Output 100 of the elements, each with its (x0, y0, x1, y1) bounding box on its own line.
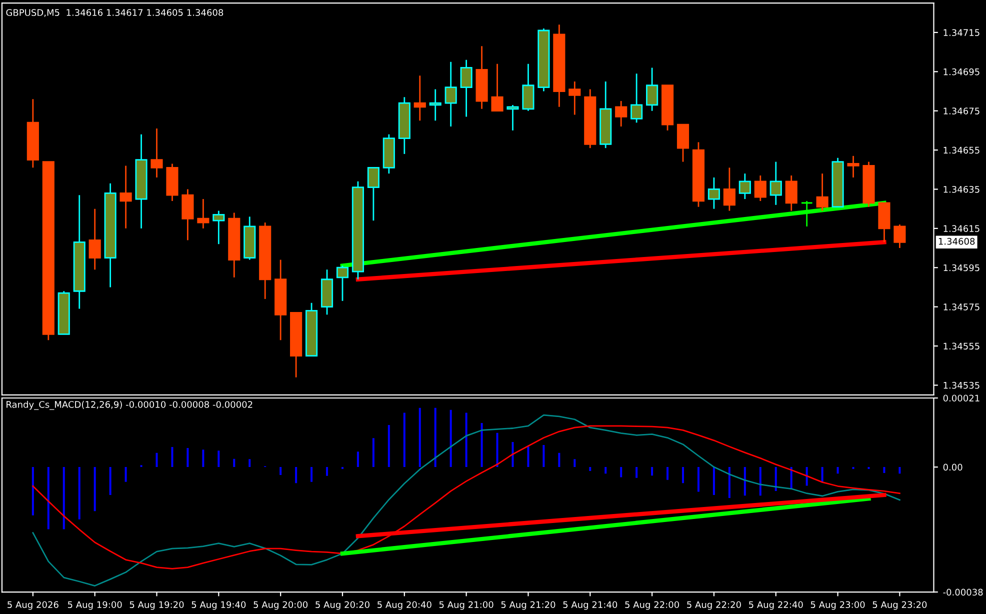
y-tick-label: 1.34715 (944, 29, 980, 36)
y-tick-label: -0.00038 (943, 588, 983, 596)
candlestick (460, 59, 472, 118)
x-tick-label: 5 Aug 21:40 (563, 601, 618, 610)
x-tick-label: 5 Aug 2026 (8, 601, 58, 610)
bar (326, 467, 328, 476)
candlestick (444, 61, 457, 128)
y-tick-label: 1.34595 (944, 264, 980, 272)
bar (465, 412, 468, 468)
candlestick (88, 208, 101, 270)
y-tick-label: 1.34615 (944, 225, 980, 232)
bar (542, 445, 545, 468)
bar (774, 467, 777, 492)
x-tick-label: 5 Aug 20:20 (316, 601, 370, 610)
bar (280, 467, 282, 475)
bar (496, 432, 498, 468)
bar (434, 408, 436, 468)
candlestick (785, 174, 798, 212)
bar (759, 467, 762, 496)
candlestick (506, 104, 519, 132)
bar (418, 408, 421, 468)
bar (744, 467, 746, 496)
candlestick (150, 128, 163, 178)
candlestick (676, 124, 690, 162)
candlestick (894, 224, 906, 249)
x-tick-label: 5 Aug 19:20 (130, 601, 184, 610)
candlestick (120, 165, 132, 230)
bar (821, 467, 824, 483)
bar (604, 467, 607, 474)
bar (589, 467, 592, 471)
x-tick-label: 5 Aug 22:40 (749, 601, 803, 610)
bar (202, 450, 204, 468)
bar (171, 446, 174, 468)
y-tick-label: 0.00021 (943, 394, 980, 402)
y-tick-label: 0.00 (943, 464, 962, 471)
candlestick (770, 161, 782, 206)
line-series (32, 414, 900, 586)
y-tick-label: 1.34575 (944, 304, 980, 310)
bar (248, 459, 251, 468)
x-tick-label: 5 Aug 20:00 (254, 601, 308, 610)
candlestick (491, 63, 504, 112)
x-tick-label: 5 Aug 22:00 (625, 601, 680, 610)
bar (78, 467, 80, 520)
bar (218, 450, 220, 468)
bar (728, 467, 730, 498)
candlestick (816, 172, 828, 212)
bar (697, 467, 700, 492)
candlestick (336, 264, 349, 302)
bar (558, 452, 560, 468)
bar (124, 467, 127, 482)
bar (233, 458, 236, 468)
chart-title: Randy_Cs_MACD(12,26,9) -0.00010 -0.00008 -0.00002 (6, 400, 252, 410)
x-tick-label: 5 Aug 21:20 (501, 601, 556, 610)
bar (372, 438, 374, 468)
candlestick (197, 198, 210, 230)
bar (898, 467, 901, 474)
bar (636, 467, 638, 478)
bar (883, 467, 886, 473)
candlestick (723, 166, 736, 212)
line-series (32, 425, 900, 570)
candlestick (738, 172, 751, 200)
bar (310, 467, 313, 482)
bar (295, 467, 298, 484)
x-tick-label: 5 Aug 23:20 (872, 601, 927, 610)
bar (682, 467, 684, 484)
candlestick (630, 72, 643, 124)
bar (388, 424, 390, 468)
bar (156, 452, 158, 468)
x-tick-label: 5 Aug 19:00 (68, 601, 122, 610)
bar (47, 467, 50, 530)
candlestick (414, 74, 426, 122)
bar (666, 467, 669, 480)
y-tick-label: 1.34555 (944, 342, 980, 350)
candlestick (522, 63, 534, 112)
x-tick-label: 5 Aug 23:00 (810, 601, 865, 610)
text: 1.34608 (938, 238, 975, 245)
y-tick-label: 1.34635 (944, 186, 980, 193)
bar (836, 467, 839, 474)
y-tick-label: 1.34675 (944, 108, 980, 114)
x-tick-label: 5 Aug 21:00 (439, 601, 494, 610)
candlestick (754, 174, 766, 202)
bar (527, 446, 530, 468)
bar (94, 467, 96, 512)
candlestick (367, 166, 380, 222)
bar (186, 448, 189, 468)
x-tick-label: 5 Aug 19:40 (192, 601, 246, 610)
candlestick (568, 80, 581, 116)
candlestick (646, 67, 658, 112)
bar (574, 459, 576, 468)
bar (651, 467, 654, 476)
bar (32, 467, 34, 516)
candlestick (708, 176, 720, 210)
candlestick (615, 100, 628, 128)
text: GBPUSD,M5 1.34616 1.34617 1.34605 1.34608 (6, 9, 224, 17)
bar (356, 452, 359, 468)
bar (512, 442, 514, 468)
bar (109, 467, 112, 496)
bar (620, 467, 622, 478)
bar (62, 467, 65, 530)
bar (712, 467, 715, 496)
